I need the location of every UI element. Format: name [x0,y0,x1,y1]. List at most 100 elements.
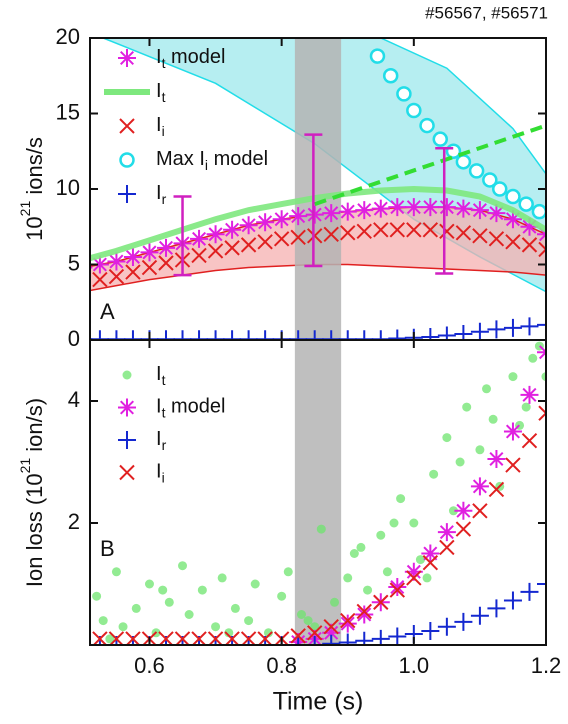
marker-asterisk [470,477,489,496]
legend-swatch [118,431,136,449]
legend-label: Ii [156,461,165,485]
legend-label: Ii [156,114,165,138]
y-axis-title-sup: 21 [17,458,33,474]
x-tick-label: 0.8 [266,653,297,678]
marker-circle [396,86,412,102]
marker-x [356,603,372,620]
marker-dot [224,628,234,638]
marker-dot [131,603,141,613]
marker-asterisk [338,202,357,221]
marker-x [455,225,472,241]
marker-asterisk [421,198,440,217]
marker-dot [330,597,340,607]
marker-dot [296,610,306,619]
y-axis-title-sup: 21 [17,201,33,217]
marker-dot [343,573,353,583]
panel-label: A [100,299,115,324]
y-tick-label: 20 [56,24,80,49]
marker-x [92,271,108,288]
legend-label-main: I [156,182,162,204]
y-tick-label: 10 [56,175,80,200]
marker-asterisk [157,238,175,257]
marker-x [340,225,356,241]
marker-x [273,231,290,247]
marker-asterisk [256,213,275,232]
y-tick-label: 0 [68,326,80,351]
marker-asterisk [520,385,539,404]
marker-dot [396,494,406,504]
legend-label: Ir [156,182,167,206]
marker-x [373,594,389,611]
marker-asterisk [289,207,308,226]
marker-asterisk [404,562,423,581]
legend-label: It [156,80,166,104]
marker-circle [455,154,472,170]
marker-dot [442,433,452,443]
marker-x [488,481,505,498]
y-tick-label: 15 [56,99,80,124]
legend-label-sub: t [162,55,166,71]
legend-label-suffix: model [165,46,225,68]
marker-plus [322,634,341,645]
marker-x [90,275,92,291]
marker-asterisk [454,199,473,218]
x-tick-label: 1.2 [531,653,562,678]
legend-label: It model [156,396,225,420]
marker-x [406,222,422,238]
marker-dot [448,506,458,516]
marker-asterisk [520,217,539,236]
marker-x [257,631,273,645]
plot-area [90,340,546,645]
marker-dot [230,603,240,613]
marker-plus [437,617,456,636]
marker-dot [178,561,188,571]
legend-label-main: I [156,461,162,483]
panel-label: B [100,536,115,561]
marker-x [521,237,538,253]
legend-label-sub: t [162,89,166,105]
y-axis-title: 1021 ions/s [17,137,47,241]
legend-label: It [156,363,166,387]
marker-dot [482,384,492,394]
legend-swatch [118,185,136,203]
legend-swatch [122,370,132,380]
marker-plus [305,636,324,645]
shaded-interval [294,340,342,645]
marker-x [505,234,521,250]
marker-dot [462,402,472,412]
marker-dot [429,469,439,479]
marker-asterisk [322,204,341,223]
legend-label: Max Ii model [156,148,268,172]
plot-frame [89,339,547,646]
marker-asterisk [223,220,242,239]
legend-label-sub: i [162,469,165,485]
marker-x [158,631,174,645]
marker-plus [355,631,374,645]
marker-plus [520,582,539,601]
marker-dot [217,573,227,583]
marker-plus [487,599,506,618]
marker-plus [421,327,440,340]
legend-label-sub: t [162,404,166,420]
marker-plus [388,627,407,645]
marker-circle [432,131,449,147]
marker-dot [356,542,366,552]
marker-dot [303,616,313,626]
marker-dot [389,518,399,528]
marker-dot [144,579,154,589]
marker-x [340,612,356,629]
marker-x [240,237,257,253]
marker-circle [406,102,422,119]
marker-asterisk [437,198,456,217]
marker-dot [382,567,392,577]
shaded-interval [294,38,342,340]
marker-dot [349,549,359,558]
marker-plus [503,591,522,610]
marker-plus [470,606,489,625]
marker-dot [158,585,168,595]
marker-dot [422,573,432,583]
marker-x [207,243,224,259]
legend-label-main: I [156,114,162,136]
marker-dot [508,372,518,382]
marker-x [373,222,389,238]
